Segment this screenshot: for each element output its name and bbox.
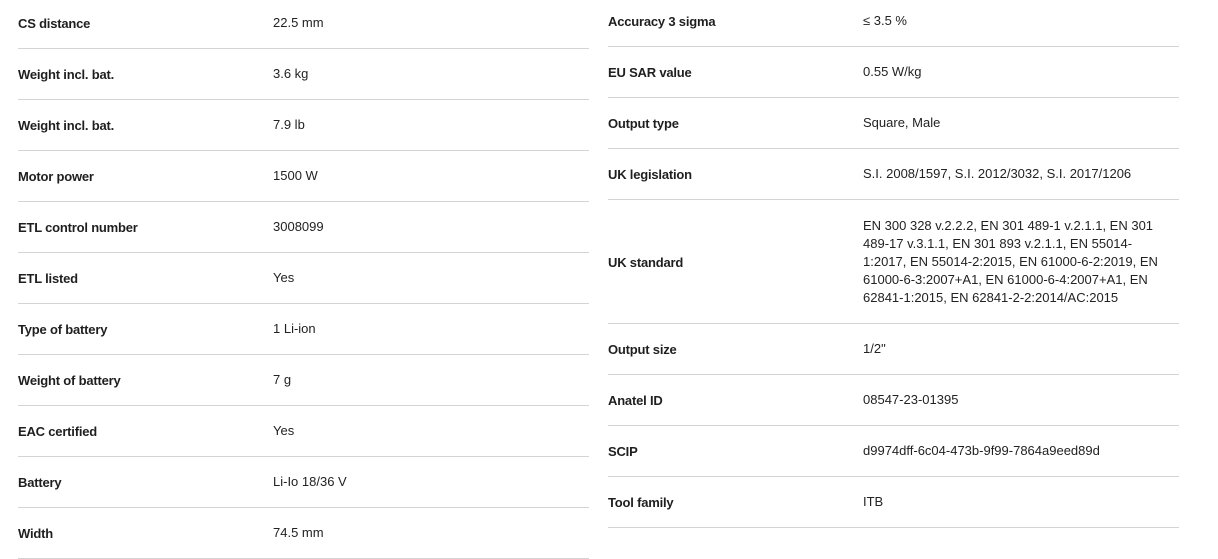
spec-label: Weight of battery bbox=[18, 372, 121, 388]
spec-value: 1 Li-ion bbox=[273, 321, 316, 336]
spec-label: ETL listed bbox=[18, 270, 78, 286]
spec-row: Weight of battery 7 g bbox=[18, 355, 589, 406]
spec-value: ITB bbox=[863, 494, 884, 509]
spec-row: Weight incl. bat. 7.9 lb bbox=[18, 100, 589, 151]
spec-row: UK standard EN 300 328 v.2.2.2, EN 301 48… bbox=[608, 200, 1179, 324]
spec-value: Yes bbox=[273, 423, 295, 438]
spec-row: Output type Square, Male bbox=[608, 98, 1179, 149]
spec-value: Li-Io 18/36 V bbox=[273, 474, 347, 489]
spec-row: Battery Li-Io 18/36 V bbox=[18, 457, 589, 508]
spec-value: 22.5 mm bbox=[273, 15, 324, 30]
spec-value: 74.5 mm bbox=[273, 525, 324, 540]
spec-value: S.I. 2008/1597, S.I. 2012/3032, S.I. 201… bbox=[863, 166, 1132, 181]
spec-label: Type of battery bbox=[18, 321, 108, 337]
spec-label: EAC certified bbox=[18, 423, 98, 439]
spec-label: Weight incl. bat. bbox=[18, 117, 115, 133]
spec-row: CS distance 22.5 mm bbox=[18, 0, 589, 49]
spec-row: Motor power 1500 W bbox=[18, 151, 589, 202]
spec-label: Battery bbox=[18, 474, 62, 490]
spec-label: CS distance bbox=[18, 15, 91, 31]
spec-value: 7.9 lb bbox=[273, 117, 305, 132]
spec-value: Square, Male bbox=[863, 115, 941, 130]
spec-row: Tool family ITB bbox=[608, 477, 1179, 528]
spec-label: UK legislation bbox=[608, 166, 692, 182]
spec-row: EAC certified Yes bbox=[18, 406, 589, 457]
spec-row: Weight incl. bat. 3.6 kg bbox=[18, 49, 589, 100]
spec-label: Weight incl. bat. bbox=[18, 66, 115, 82]
spec-row: Accuracy 3 sigma ≤ 3.5 % bbox=[608, 0, 1179, 47]
spec-row: Anatel ID 08547-23-01395 bbox=[608, 375, 1179, 426]
spec-row: Output size 1/2" bbox=[608, 324, 1179, 375]
spec-row: SCIP d9974dff-6c04-473b-9f99-7864a9eed89d bbox=[608, 426, 1179, 477]
spec-row: Type of battery 1 Li-ion bbox=[18, 304, 589, 355]
spec-value: 3008099 bbox=[273, 219, 324, 234]
spec-value: 08547-23-01395 bbox=[863, 392, 959, 407]
spec-value: d9974dff-6c04-473b-9f99-7864a9eed89d bbox=[863, 443, 1100, 458]
spec-row: Width 74.5 mm bbox=[18, 508, 589, 559]
spec-value: 7 g bbox=[273, 372, 292, 387]
spec-label: Output type bbox=[608, 115, 679, 131]
spec-table-left: CS distance 22.5 mm Weight incl. bat. 3.6 k… bbox=[18, 0, 589, 559]
spec-label: UK standard bbox=[608, 254, 684, 270]
spec-value: 0.55 W/kg bbox=[863, 64, 922, 79]
spec-label: Accuracy 3 sigma bbox=[608, 13, 716, 29]
spec-label: Motor power bbox=[18, 168, 94, 184]
spec-value: Yes bbox=[273, 270, 295, 285]
spec-label: EU SAR value bbox=[608, 64, 692, 80]
spec-label: Width bbox=[18, 525, 53, 541]
spec-value: 1500 W bbox=[273, 168, 318, 183]
spec-row: EU SAR value 0.55 W/kg bbox=[608, 47, 1179, 98]
spec-row: ETL listed Yes bbox=[18, 253, 589, 304]
spec-label: Tool family bbox=[608, 494, 674, 510]
spec-value: 1/2" bbox=[863, 341, 886, 356]
spec-label: ETL control number bbox=[18, 219, 138, 235]
spec-value: ≤ 3.5 % bbox=[863, 13, 907, 28]
spec-table-right: Accuracy 3 sigma ≤ 3.5 % EU SAR value 0.55 … bbox=[608, 0, 1179, 528]
spec-label: Output size bbox=[608, 341, 677, 357]
spec-value: EN 300 328 v.2.2.2, EN 301 489-1 v.2.1.1… bbox=[863, 218, 1158, 305]
spec-row: ETL control number 3008099 bbox=[18, 202, 589, 253]
spec-value: 3.6 kg bbox=[273, 66, 309, 81]
spec-label: SCIP bbox=[608, 443, 638, 459]
spec-label: Anatel ID bbox=[608, 392, 663, 408]
spec-row: UK legislation S.I. 2008/1597, S.I. 2012/… bbox=[608, 149, 1179, 200]
